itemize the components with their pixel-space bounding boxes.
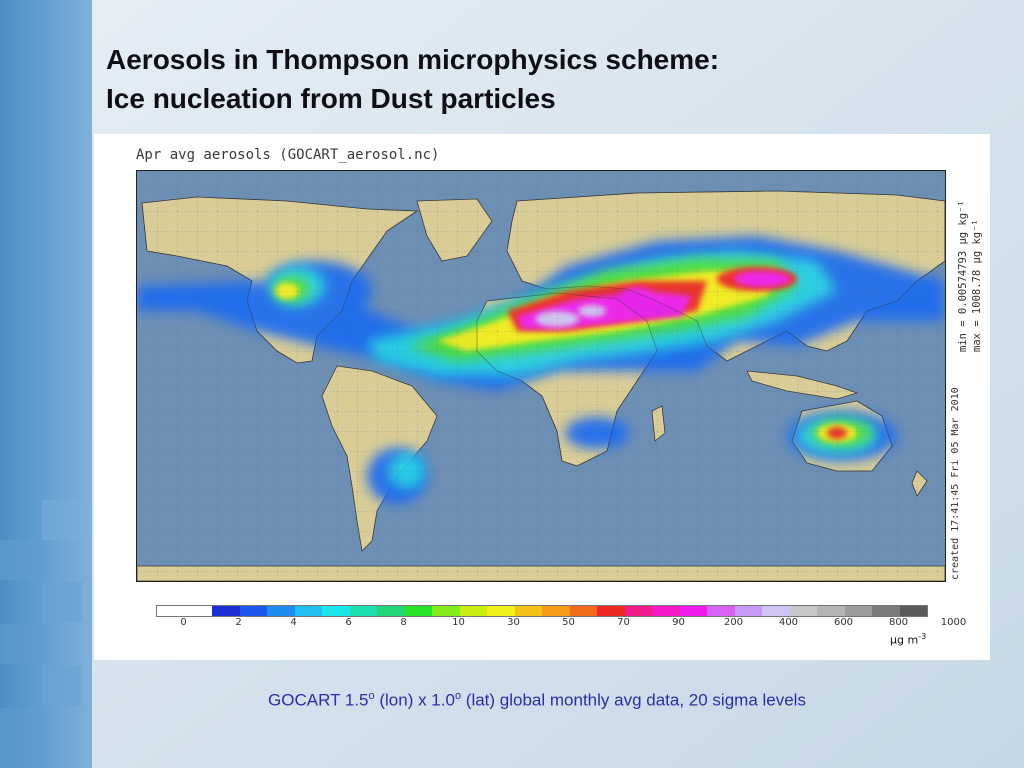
colorbar-tick-label: 6 [345, 617, 352, 628]
colorbar-swatch [322, 606, 350, 616]
slide-title-line2: Ice nucleation from Dust particles [106, 83, 556, 114]
colorbar-swatch [762, 606, 790, 616]
colorbar-swatch [734, 606, 762, 616]
figure-panel: Apr avg aerosols (GOCART_aerosol.nc) [94, 134, 990, 660]
caption-sup2: o [454, 690, 462, 702]
colorbar-tick-label: 4 [290, 617, 297, 628]
caption-part2: (lon) x 1.0 [374, 690, 455, 710]
aerosol-world-map [136, 170, 946, 582]
colorbar-swatch [542, 606, 570, 616]
colorbar-swatch [487, 606, 515, 616]
map-stats-min: min = 0.00574793 µg kg⁻¹ [957, 200, 969, 352]
colorbar-swatch [679, 606, 707, 616]
colorbar-tick-label: 90 [672, 617, 685, 628]
colorbar-tick-label: 50 [562, 617, 575, 628]
colorbar-tick-label: 8 [400, 617, 407, 628]
caption-sup1: o [368, 690, 375, 702]
colorbar-tick-label: 600 [833, 617, 854, 628]
colorbar-tick-label: 400 [778, 617, 799, 628]
slide-title-line1: Aerosols in Thompson microphysics scheme… [106, 44, 720, 75]
colorbar-swatch [652, 606, 680, 616]
colorbar-swatch [844, 606, 872, 616]
world-map-graphic [137, 171, 945, 581]
colorbar [156, 605, 928, 617]
colorbar-tick-label: 30 [507, 617, 520, 628]
map-created-text: created 17:41:45 Fri 05 Mar 2010 [950, 387, 961, 580]
colorbar-swatch [212, 606, 240, 616]
colorbar-swatch [184, 606, 212, 616]
caption-part3: (lat) global monthly avg data, 20 sigma … [461, 690, 806, 710]
colorbar-swatch [624, 606, 652, 616]
colorbar-swatch [157, 606, 185, 616]
colorbar-swatch [267, 606, 295, 616]
colorbar-swatch [707, 606, 735, 616]
colorbar-swatch [569, 606, 597, 616]
colorbar-swatch [404, 606, 432, 616]
colorbar-tick-label: 0 [180, 617, 187, 628]
colorbar-swatch [239, 606, 267, 616]
colorbar-tick-label: 200 [723, 617, 744, 628]
colorbar-swatch [459, 606, 487, 616]
map-title: Apr avg aerosols (GOCART_aerosol.nc) [136, 147, 440, 163]
colorbar-swatch [899, 606, 927, 616]
slide-title: Aerosols in Thompson microphysics scheme… [106, 40, 719, 118]
colorbar-swatch [294, 606, 322, 616]
map-stats-max: max = 1008.78 µg kg⁻¹ [971, 219, 983, 352]
colorbar-tick-label: 10 [452, 617, 465, 628]
colorbar-swatch [377, 606, 405, 616]
lat-lon-grid [137, 171, 945, 581]
colorbar-swatch [817, 606, 845, 616]
colorbar-unit-base: µg m [890, 633, 919, 647]
map-created-stamp: created 17:41:45 Fri 05 Mar 2010 [950, 387, 961, 580]
colorbar-unit: µg m-3 [890, 632, 926, 647]
colorbar-swatch [349, 606, 377, 616]
map-stats: min = 0.00574793 µg kg⁻¹ max = 1008.78 µ… [957, 200, 983, 352]
colorbar-tick-label: 70 [617, 617, 630, 628]
slide-caption: GOCART 1.5o (lon) x 1.0o (lat) global mo… [0, 690, 1024, 711]
colorbar-tick-label: 1000 [940, 617, 967, 628]
colorbar-swatch [597, 606, 625, 616]
colorbar-swatch [789, 606, 817, 616]
colorbar-swatch [432, 606, 460, 616]
colorbar-swatch [514, 606, 542, 616]
colorbar-tick-label: 800 [888, 617, 909, 628]
colorbar-tick-label: 2 [235, 617, 242, 628]
colorbar-ticks: 0 2 4 6 8 10 30 50 70 90 200 400 600 800 1000 [156, 617, 966, 631]
colorbar-unit-exp: -3 [918, 632, 927, 641]
colorbar-swatch [872, 606, 900, 616]
caption-part1: GOCART 1.5 [268, 690, 369, 710]
